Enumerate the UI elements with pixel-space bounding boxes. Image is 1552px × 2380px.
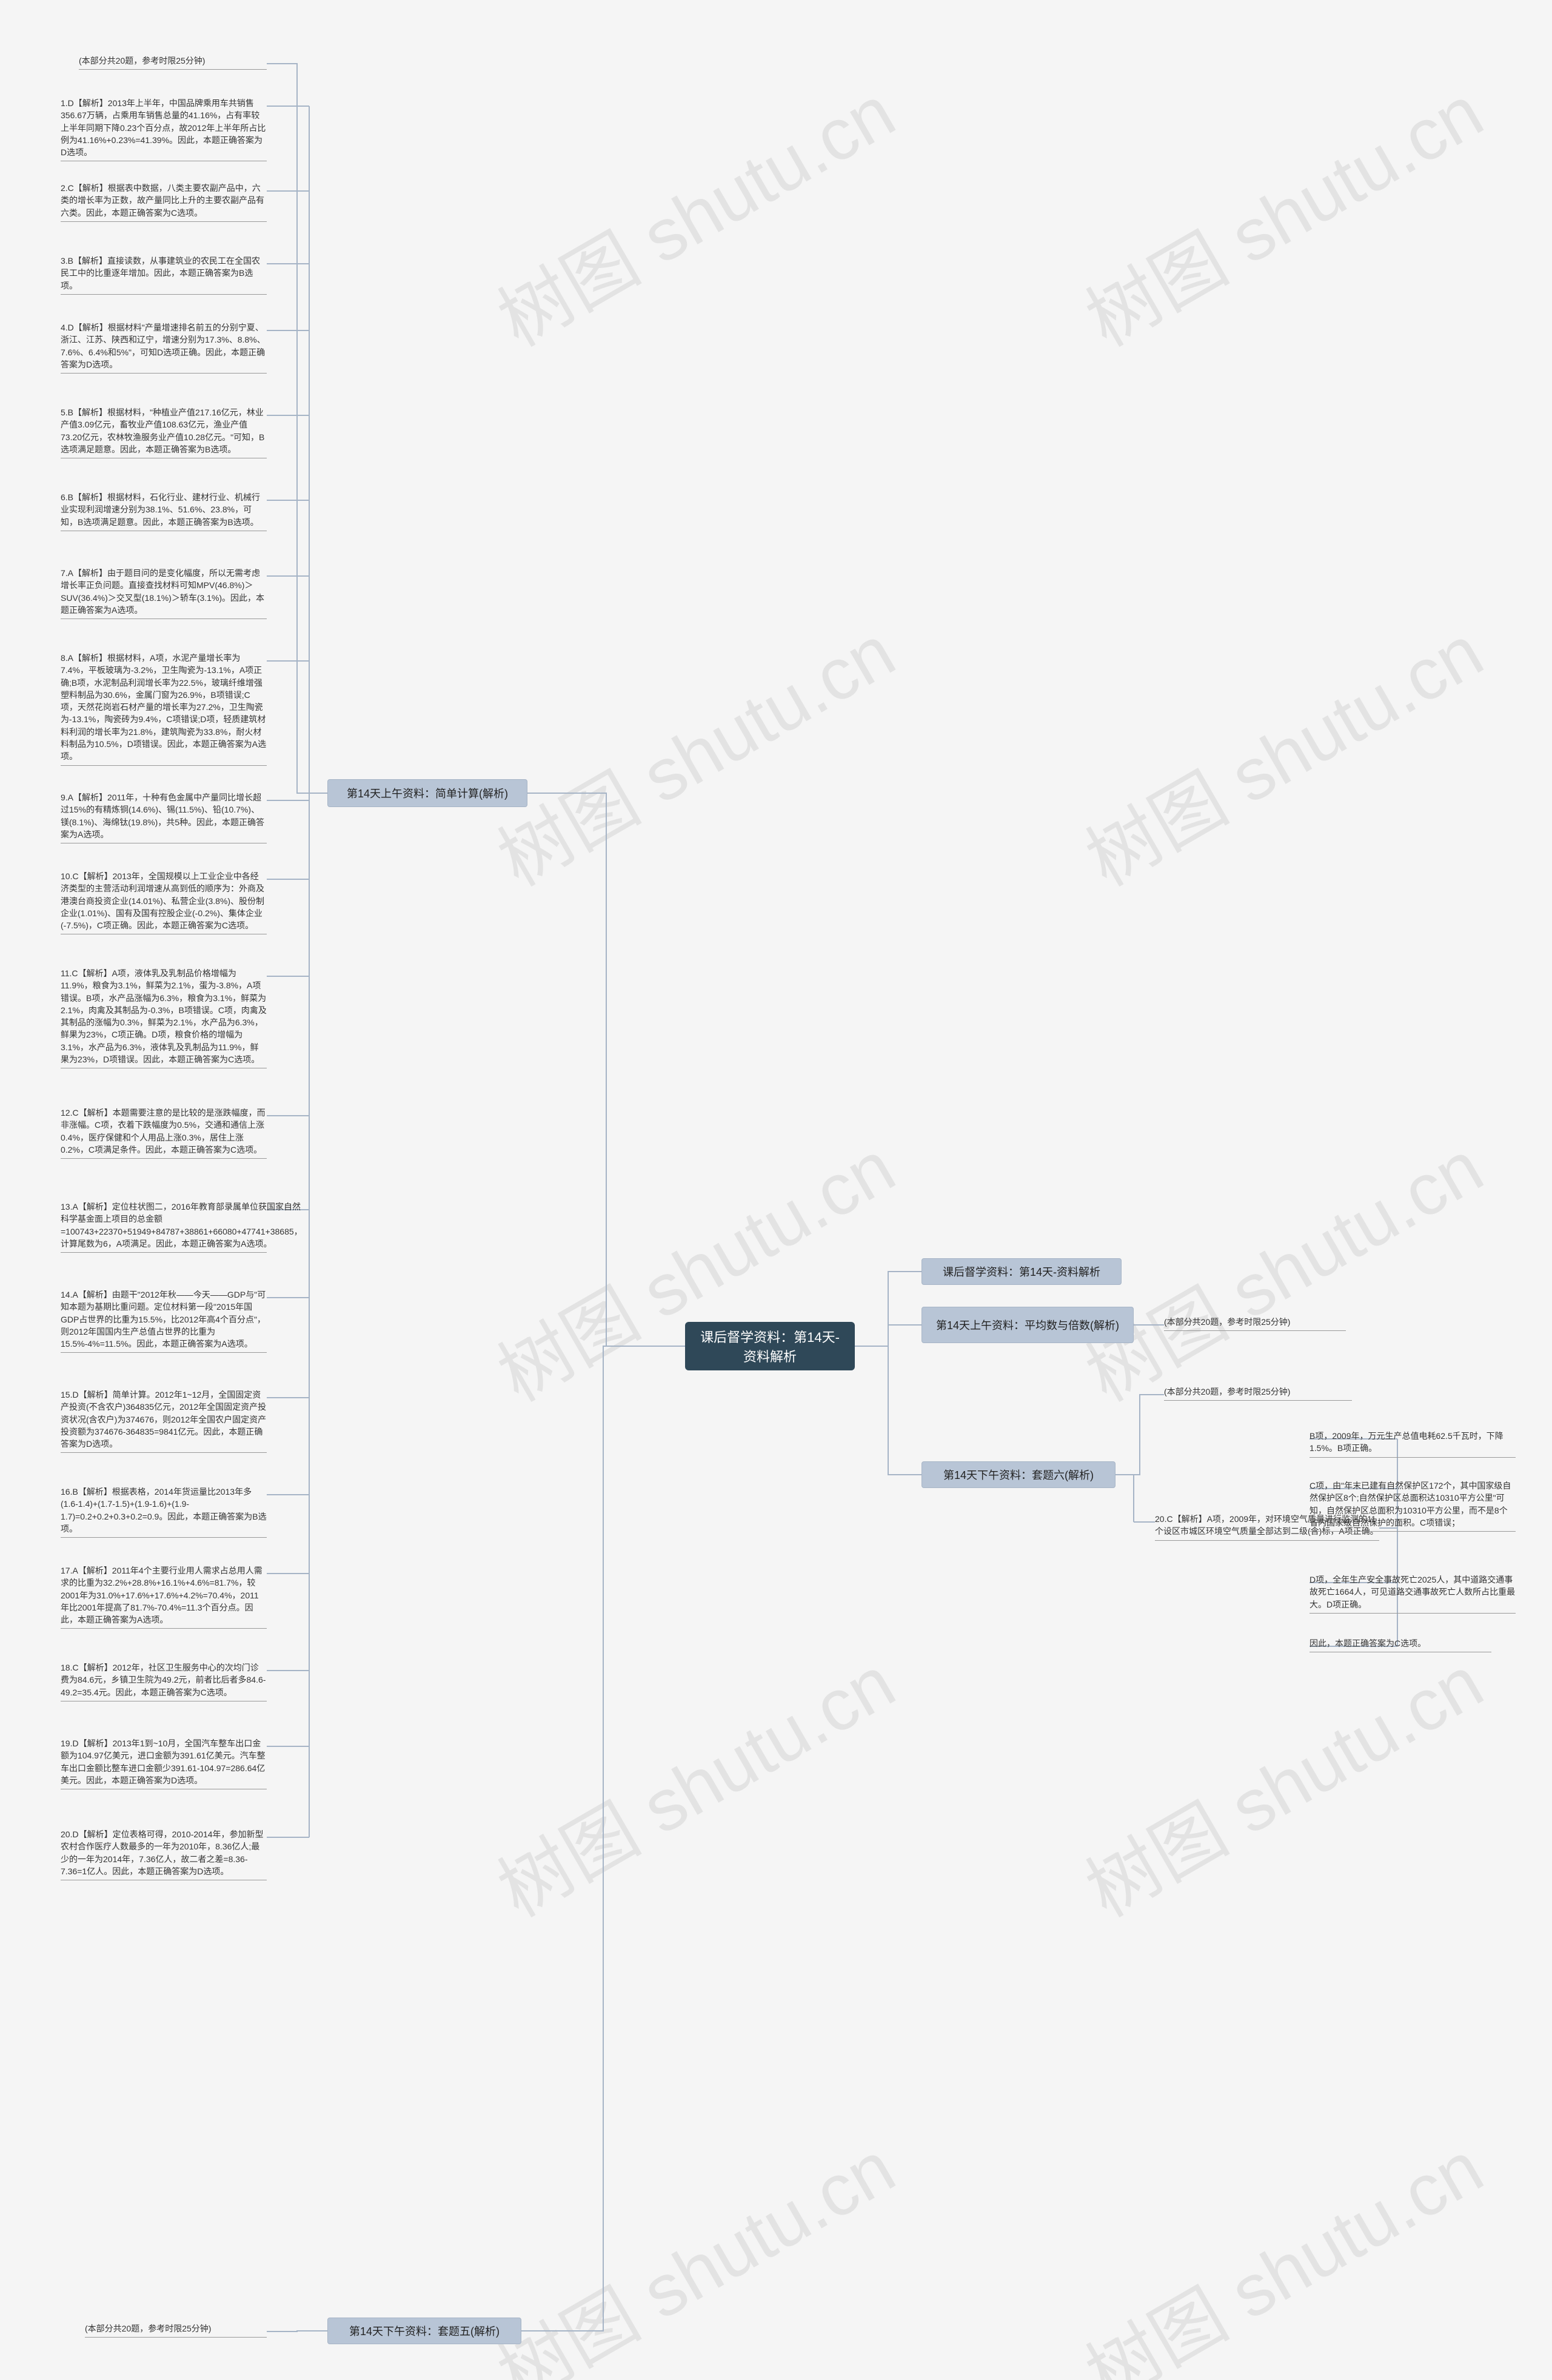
- watermark: 树图 shutu.cn: [476, 2110, 911, 2380]
- answer-item: 19.D【解析】2013年1到~10月，全国汽车整车出口金额为104.97亿美元…: [61, 1737, 267, 1789]
- root-node[interactable]: 课后督学资料：第14天-资料解析: [685, 1322, 855, 1370]
- section-header-note: (本部分共20题，参考时限25分钟): [79, 55, 267, 70]
- root-label: 课后督学资料：第14天-资料解析: [697, 1327, 843, 1366]
- answer-item: 11.C【解析】A项，液体乳及乳制品价格增幅为11.9%，粮食为3.1%，鲜菜为…: [61, 967, 267, 1068]
- branch-label: 课后督学资料：第14天-资料解析: [943, 1264, 1100, 1279]
- watermark: 树图 shutu.cn: [1064, 594, 1499, 906]
- section-header-note: (本部分共20题，参考时限25分钟): [85, 2322, 267, 2338]
- answer-item: 15.D【解析】简单计算。2012年1~12月，全国固定资产投资(不含农户)36…: [61, 1389, 267, 1453]
- answer-item: 7.A【解析】由于题目问的是变化幅度，所以无需考虑增长率正负问题。直接查找材料可…: [61, 567, 267, 619]
- answer-item: 18.C【解析】2012年，社区卫生服务中心的次均门诊费为84.6元，乡镇卫生院…: [61, 1661, 267, 1701]
- answer-item: (本部分共20题，参考时限25分钟): [1164, 1316, 1346, 1331]
- answer-item: 12.C【解析】本题需要注意的是比较的是涨跌幅度，而非涨幅。C项，衣着下跌幅度为…: [61, 1107, 267, 1159]
- answer-item: 8.A【解析】根据材料，A项，水泥产量增长率为7.4%，平板玻璃为-3.2%，卫…: [61, 652, 267, 766]
- answer-subitem: 因此，本题正确答案为C选项。: [1310, 1637, 1491, 1652]
- branch-average-multiple[interactable]: 第14天上午资料：平均数与倍数(解析): [921, 1307, 1134, 1343]
- answer-subitem: D项，全年生产安全事故死亡2025人，其中道路交通事故死亡1664人，可见道路交…: [1310, 1574, 1516, 1614]
- branch-set5[interactable]: 第14天下午资料：套题五(解析): [327, 2318, 521, 2344]
- answer-item: 1.D【解析】2013年上半年，中国品牌乘用车共销售356.67万辆，占乘用车销…: [61, 97, 267, 161]
- answer-item: 10.C【解析】2013年，全国规模以上工业企业中各经济类型的主营活动利润增速从…: [61, 870, 267, 934]
- watermark: 树图 shutu.cn: [1064, 55, 1499, 366]
- branch-label: 第14天上午资料：平均数与倍数(解析): [936, 1317, 1119, 1333]
- answer-item: 3.B【解析】直接读数，从事建筑业的农民工在全国农民工中的比重逐年增加。因此，本…: [61, 255, 267, 295]
- answer-item: 5.B【解析】根据材料，"种植业产值217.16亿元，林业产值3.09亿元，畜牧…: [61, 406, 267, 458]
- branch-label: 第14天上午资料：简单计算(解析): [347, 785, 508, 801]
- watermark: 树图 shutu.cn: [476, 1625, 911, 1937]
- answer-item: 9.A【解析】2011年，十种有色金属中产量同比增长超过15%的有精炼铜(14.…: [61, 791, 267, 843]
- answer-subitem: B项，2009年，万元生产总值电耗62.5千瓦时，下降1.5%。B项正确。: [1310, 1430, 1516, 1458]
- watermark: 树图 shutu.cn: [476, 594, 911, 906]
- answer-item: 16.B【解析】根据表格，2014年货运量比2013年多(1.6-1.4)+(1…: [61, 1486, 267, 1538]
- answer-item: 6.B【解析】根据材料，石化行业、建材行业、机械行业实现利润增速分别为38.1%…: [61, 491, 267, 531]
- answer-item: 4.D【解析】根据材料"产量增速排名前五的分别宁夏、浙江、江苏、陕西和辽宁，增速…: [61, 321, 267, 374]
- answer-item: 17.A【解析】2011年4个主要行业用人需求占总用人需求的比重为32.2%+2…: [61, 1564, 267, 1629]
- branch-label: 第14天下午资料：套题五(解析): [349, 2323, 500, 2339]
- watermark: 树图 shutu.cn: [1064, 1625, 1499, 1937]
- watermark: 树图 shutu.cn: [1064, 1110, 1499, 1421]
- watermark: 树图 shutu.cn: [476, 1110, 911, 1421]
- answer-item: 14.A【解析】由题干"2012年秋——今天——GDP与"可知本题为基期比重问题…: [61, 1289, 267, 1353]
- answer-subitem: C项，由"年末已建有自然保护区172个，其中国家级自然保护区8个;自然保护区总面…: [1310, 1480, 1516, 1532]
- branch-set6[interactable]: 第14天下午资料：套题六(解析): [921, 1461, 1116, 1488]
- answer-item: 13.A【解析】定位柱状图二，2016年教育部录属单位获国家自然科学基金面上项目…: [61, 1201, 267, 1253]
- answer-item: 2.C【解析】根据表中数据，八类主要农副产品中，六类的增长率为正数，故产量同比上…: [61, 182, 267, 222]
- watermark: 树图 shutu.cn: [1064, 2110, 1499, 2380]
- answer-item: 20.D【解析】定位表格可得，2010-2014年，参加新型农村合作医疗人数最多…: [61, 1828, 267, 1880]
- branch-label: 第14天下午资料：套题六(解析): [943, 1467, 1094, 1483]
- branch-simple-calc[interactable]: 第14天上午资料：简单计算(解析): [327, 779, 527, 807]
- watermark: 树图 shutu.cn: [476, 55, 911, 366]
- section-header-note: (本部分共20题，参考时限25分钟): [1164, 1386, 1352, 1401]
- branch-dup-title[interactable]: 课后督学资料：第14天-资料解析: [921, 1258, 1122, 1285]
